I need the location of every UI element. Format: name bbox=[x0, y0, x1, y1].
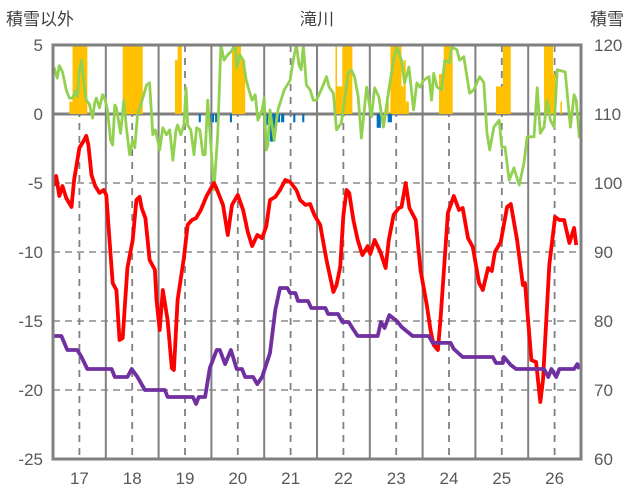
right-tick-label: 100 bbox=[594, 174, 622, 193]
left-tick-label: -25 bbox=[18, 450, 43, 469]
bar-positive bbox=[544, 45, 554, 114]
x-tick-label: 17 bbox=[70, 469, 89, 488]
bar-positive bbox=[405, 101, 409, 114]
left-tick-label: -15 bbox=[18, 312, 43, 331]
x-tick-label: 25 bbox=[492, 469, 511, 488]
bar-positive bbox=[560, 101, 562, 114]
right-tick-label: 80 bbox=[594, 312, 613, 331]
bar-positive bbox=[177, 45, 182, 114]
x-tick-label: 18 bbox=[123, 469, 142, 488]
bar-positive bbox=[443, 45, 453, 114]
right-axis-ticks: 120 110 100 90 80 70 60 bbox=[594, 36, 622, 469]
x-tick-label: 21 bbox=[281, 469, 300, 488]
x-tick-label: 19 bbox=[176, 469, 195, 488]
series-purple-line bbox=[52, 286, 582, 406]
x-tick-label: 20 bbox=[228, 469, 247, 488]
bar-negative bbox=[229, 114, 232, 123]
bar-positive bbox=[335, 45, 337, 114]
series-red-line bbox=[51, 133, 579, 404]
plot-frame bbox=[51, 43, 583, 461]
bar-positive bbox=[502, 45, 511, 114]
series-lines bbox=[51, 43, 582, 406]
chart-title: 滝川 bbox=[300, 10, 334, 30]
bar-negative bbox=[376, 114, 381, 128]
right-tick-label: 110 bbox=[594, 105, 621, 124]
left-axis-ticks: 5 0 -5 -10 -15 -20 -25 bbox=[18, 36, 43, 469]
left-tick-label: -5 bbox=[28, 174, 43, 193]
x-axis-ticks: 17 18 19 20 21 22 23 24 25 26 bbox=[70, 469, 564, 488]
bar-positive bbox=[336, 86, 343, 114]
bar-negative bbox=[198, 114, 201, 123]
right-tick-label: 60 bbox=[594, 450, 613, 469]
bar-negative bbox=[211, 114, 215, 123]
right-tick-label: 70 bbox=[594, 381, 613, 400]
x-tick-label: 22 bbox=[334, 469, 353, 488]
bar-positive bbox=[403, 60, 406, 114]
right-axis-label: 積雪 bbox=[590, 10, 624, 30]
bar-negative bbox=[293, 114, 296, 123]
series-green-line bbox=[51, 43, 581, 192]
left-tick-label: 5 bbox=[34, 36, 43, 55]
bar-positive bbox=[553, 73, 556, 114]
left-tick-label: -10 bbox=[18, 243, 43, 262]
bar-positive bbox=[231, 45, 241, 114]
bar-positive bbox=[122, 45, 143, 114]
bar-positive bbox=[69, 101, 73, 114]
right-tick-label: 120 bbox=[594, 36, 622, 55]
bar-negative bbox=[215, 114, 218, 123]
bar-positive bbox=[240, 60, 246, 114]
bar-positive bbox=[390, 45, 402, 114]
bar-positive bbox=[438, 73, 444, 114]
x-tick-label: 26 bbox=[545, 469, 564, 488]
bar-positive bbox=[495, 86, 503, 114]
left-axis-label: 積雪以外 bbox=[6, 10, 74, 30]
bar-negative bbox=[281, 114, 285, 123]
x-tick-label: 23 bbox=[387, 469, 406, 488]
bar-positive bbox=[401, 86, 404, 114]
bar-positive bbox=[386, 101, 389, 114]
left-tick-label: -20 bbox=[18, 381, 43, 400]
bar-positive bbox=[174, 60, 178, 114]
left-tick-label: 0 bbox=[34, 105, 43, 124]
right-tick-label: 90 bbox=[594, 243, 613, 262]
x-tick-label: 24 bbox=[440, 469, 459, 488]
bar-negative bbox=[387, 114, 392, 123]
bar-negative bbox=[302, 114, 305, 123]
